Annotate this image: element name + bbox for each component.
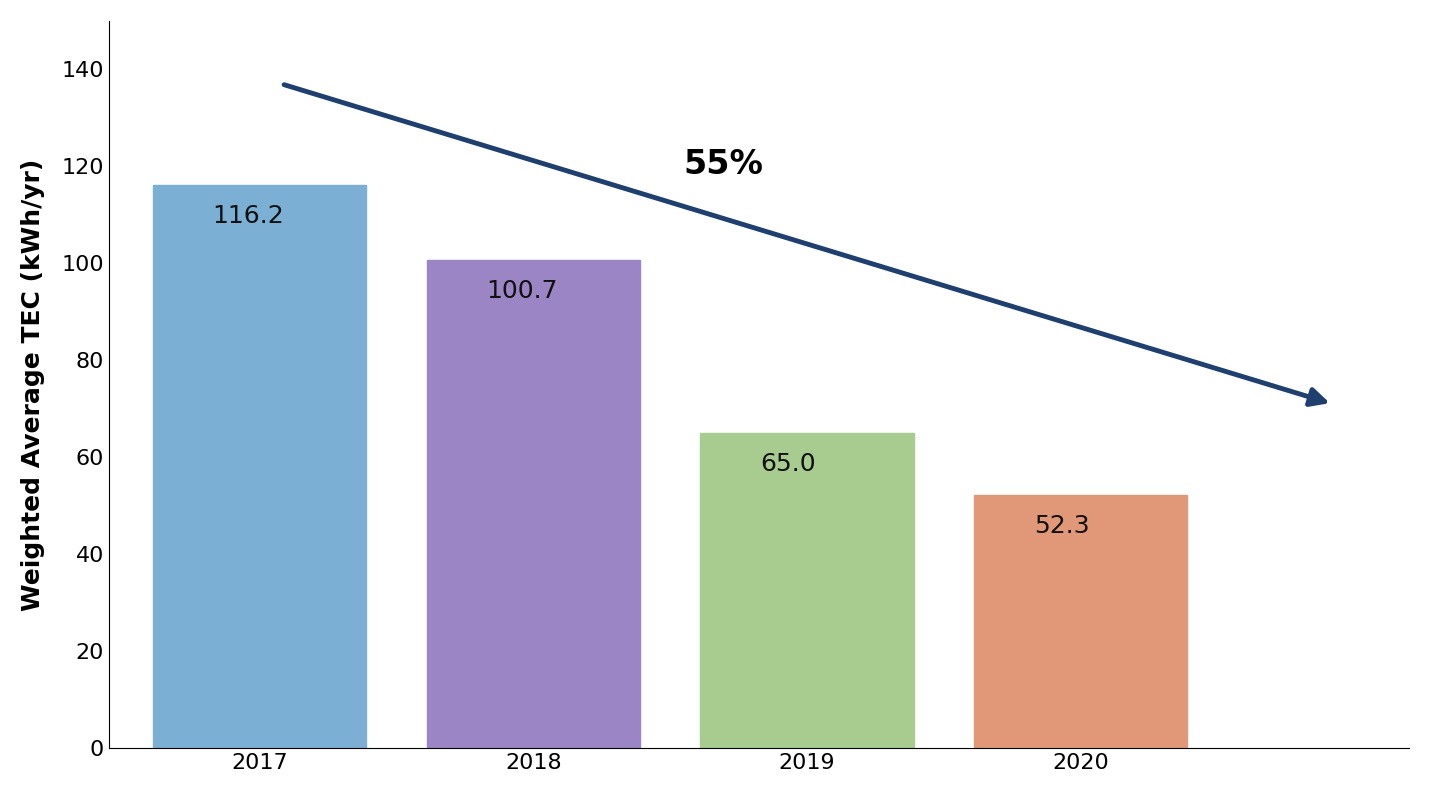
Text: 55%: 55% xyxy=(684,148,764,181)
Text: 65.0: 65.0 xyxy=(759,453,815,476)
Bar xyxy=(426,260,641,748)
Text: 116.2: 116.2 xyxy=(213,204,285,228)
Bar xyxy=(153,185,366,748)
Text: 52.3: 52.3 xyxy=(1034,514,1090,538)
Text: 100.7: 100.7 xyxy=(486,279,558,303)
Y-axis label: Weighted Average TEC (kWh/yr): Weighted Average TEC (kWh/yr) xyxy=(21,159,44,611)
Bar xyxy=(974,495,1187,748)
Bar xyxy=(701,433,914,748)
